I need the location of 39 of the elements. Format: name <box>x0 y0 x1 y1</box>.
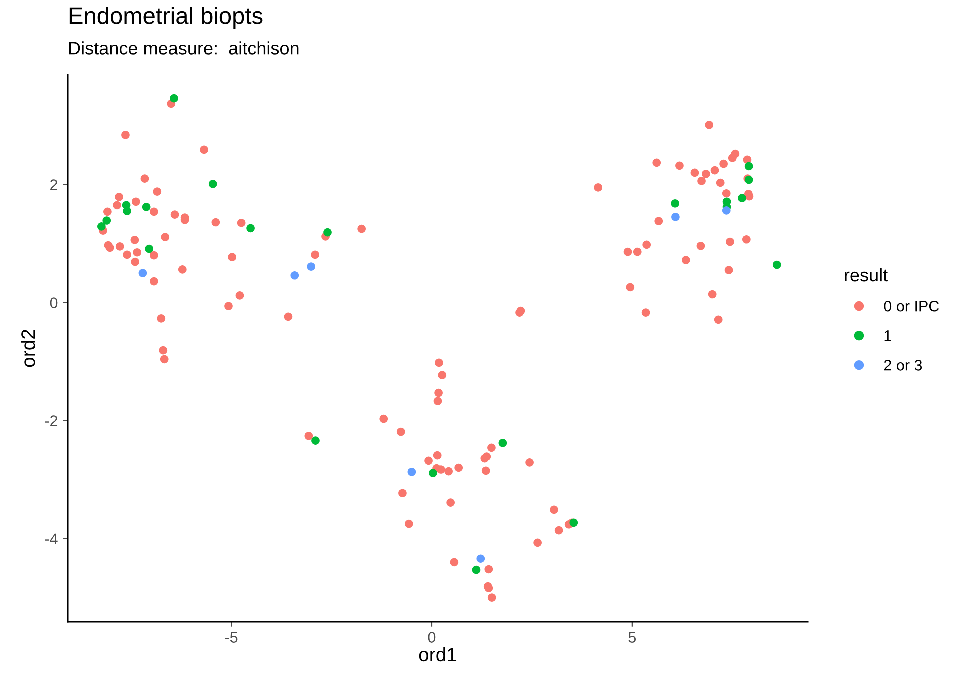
point <box>472 566 481 574</box>
point <box>170 94 178 103</box>
y-axis-title: ord2 <box>21 330 36 368</box>
point <box>138 269 148 278</box>
y-tick-label: 2 <box>50 180 58 190</box>
point <box>722 206 731 215</box>
y-tick-label: -4 <box>45 534 58 544</box>
point <box>290 271 300 280</box>
point <box>208 180 218 188</box>
chart-subtitle: Distance measure: aitchison <box>69 42 299 55</box>
x-axis-title: ord1 <box>419 647 457 662</box>
point <box>312 436 320 446</box>
point <box>307 262 316 271</box>
point <box>123 207 132 216</box>
point <box>498 439 508 448</box>
legend-label: 2 or 3 <box>884 360 922 371</box>
y-tick-label: -2 <box>45 416 58 426</box>
point <box>142 203 151 212</box>
chart-title: Endometrial biopts <box>70 6 263 30</box>
point <box>324 228 332 237</box>
x-tick-label: -5 <box>225 632 238 643</box>
point <box>145 244 154 254</box>
x-tick-label: 5 <box>628 632 636 643</box>
point <box>772 260 782 270</box>
point <box>671 199 680 208</box>
point <box>408 468 416 476</box>
y-tick-label: 0 <box>50 298 58 308</box>
point <box>738 194 746 202</box>
point <box>672 213 680 222</box>
point <box>98 222 106 231</box>
point <box>246 224 255 233</box>
point <box>102 216 112 225</box>
point <box>429 469 438 478</box>
legend-title: result <box>845 268 888 282</box>
legend-label: 0 or IPC <box>884 300 940 312</box>
x-tick-label: 0 <box>428 632 436 643</box>
legend-label: 1 <box>884 330 892 342</box>
point <box>744 162 754 171</box>
point <box>476 554 486 564</box>
